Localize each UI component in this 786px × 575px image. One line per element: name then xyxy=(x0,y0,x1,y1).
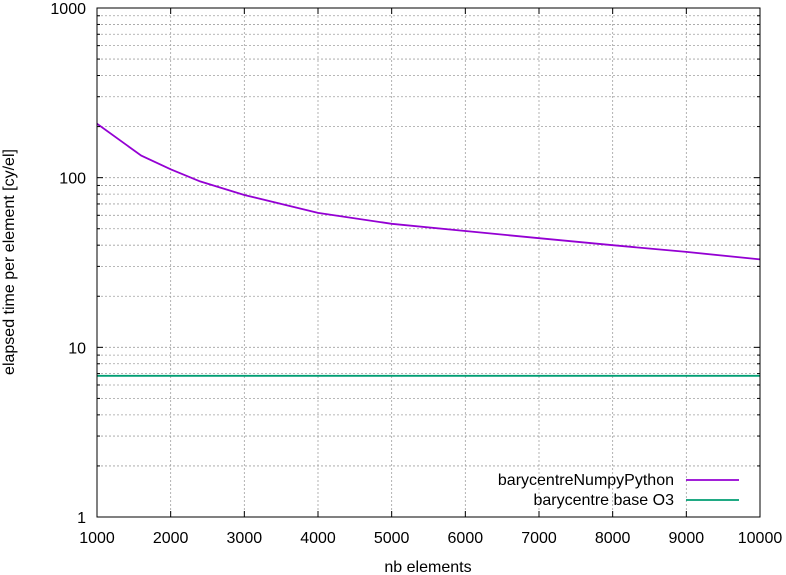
axis-ticks: 1000 2000 3000 4000 5000 6000 7000 8000 9000 1000… xyxy=(50,1,782,547)
x-tick-label: 4000 xyxy=(300,530,336,547)
x-tick-label: 9000 xyxy=(669,530,705,547)
x-axis-label: nb elements xyxy=(384,559,471,575)
legend-label: barycentreNumpyPython xyxy=(498,472,674,489)
x-tick-label: 8000 xyxy=(595,530,631,547)
x-tick-label: 5000 xyxy=(374,530,410,547)
series-line-1 xyxy=(96,122,761,261)
grid-lines xyxy=(97,8,760,517)
x-tick-label: 6000 xyxy=(448,530,484,547)
x-tick-label: 2000 xyxy=(153,530,189,547)
plot-lines xyxy=(96,122,761,377)
y-tick-label: 1 xyxy=(77,510,86,527)
legend-label: barycentre base O3 xyxy=(533,492,674,509)
y-tick-label: 1000 xyxy=(50,1,86,18)
x-tick-label: 7000 xyxy=(521,530,557,547)
x-tick-label: 1000 xyxy=(79,530,115,547)
y-tick-label: 100 xyxy=(59,171,86,188)
plot-frame xyxy=(96,7,761,518)
y-tick-label: 10 xyxy=(68,340,86,357)
x-tick-label: 3000 xyxy=(227,530,263,547)
y-axis-label: elapsed time per element [cy/el] xyxy=(1,149,18,375)
x-tick-label: 10000 xyxy=(738,530,783,547)
legend: barycentreNumpyPython barycentre base O3 xyxy=(498,472,739,509)
